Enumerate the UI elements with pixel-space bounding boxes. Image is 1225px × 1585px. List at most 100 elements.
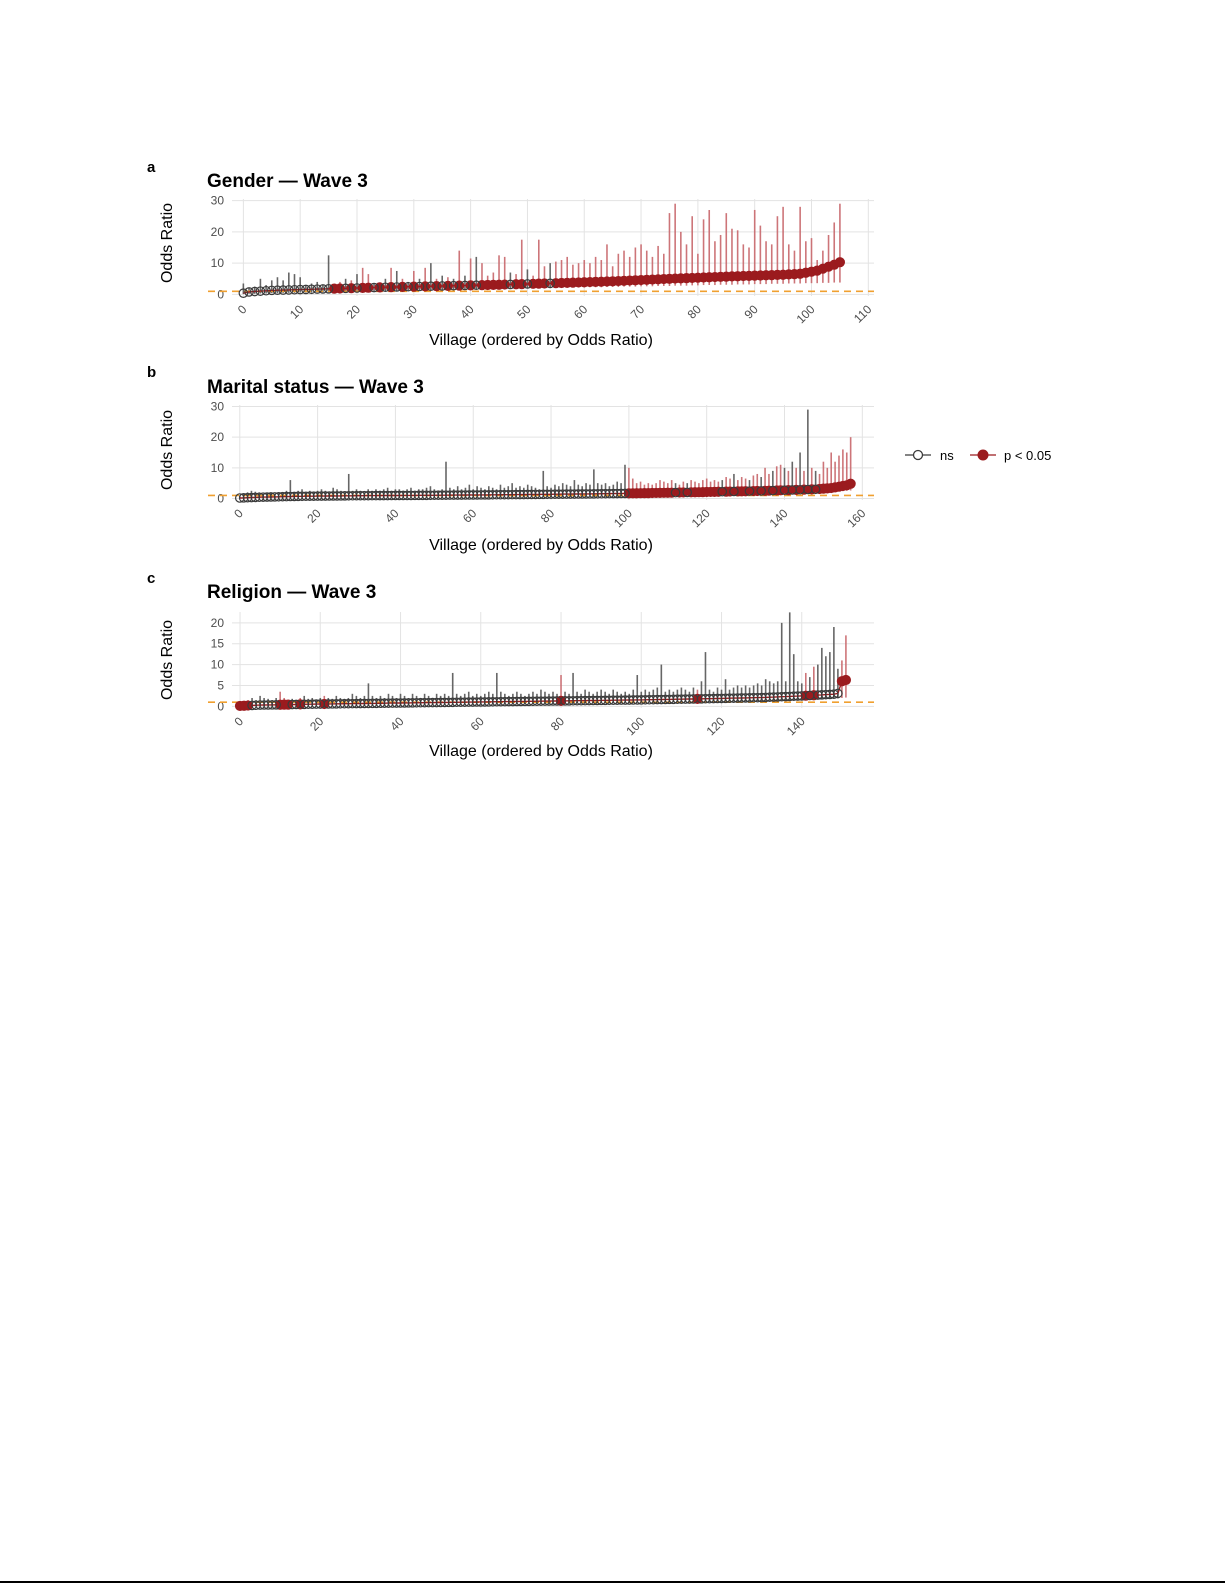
point-ns <box>542 489 552 500</box>
point-ns <box>545 278 555 289</box>
point-ns <box>460 280 470 291</box>
point-ns <box>398 490 408 501</box>
point-ns <box>246 492 257 503</box>
point-ns <box>519 489 529 500</box>
point-ns <box>336 491 346 501</box>
point-significant <box>834 257 846 268</box>
panel-letter: a <box>147 159 156 176</box>
point-ns <box>255 286 266 296</box>
x-axis-title: Village (ordered by Odds Ratio) <box>429 537 653 554</box>
point-ns <box>756 486 766 496</box>
point-ns <box>507 489 517 500</box>
point-ns <box>340 283 351 294</box>
point-ns <box>548 696 558 706</box>
y-axis-title: Odds Ratio <box>159 203 176 283</box>
x-tick-label: 20 <box>304 506 324 526</box>
point-ns <box>483 490 494 500</box>
point-ns <box>557 489 568 499</box>
point-ns <box>312 491 323 501</box>
x-tick-label: 20 <box>344 302 364 322</box>
y-tick-label: 20 <box>211 430 225 444</box>
point-ns <box>363 490 373 501</box>
y-tick-label: 20 <box>211 616 225 630</box>
panel-letter: c <box>147 570 155 587</box>
point-ns <box>460 490 471 500</box>
point-ns <box>480 490 490 500</box>
point-ns <box>269 492 280 502</box>
point-ns <box>612 488 622 499</box>
chart-title: Marital status — Wave 3 <box>207 377 424 398</box>
point-ns <box>530 489 541 500</box>
point-ns <box>585 489 595 499</box>
point-ns <box>596 488 607 499</box>
point-ns <box>787 485 798 495</box>
point-ns <box>505 279 516 290</box>
point-ns <box>355 490 366 501</box>
point-ns <box>511 489 521 500</box>
point-ns <box>682 487 693 498</box>
point-ns <box>433 490 444 501</box>
point-ns <box>394 490 405 501</box>
point-ns <box>306 284 317 295</box>
point-ns <box>600 488 611 499</box>
point-ns <box>289 284 300 295</box>
point-ns <box>608 488 619 499</box>
point-ns <box>437 490 447 500</box>
point-ns <box>810 484 821 495</box>
point-ns <box>441 490 451 500</box>
point-ns <box>717 486 728 497</box>
x-tick-label: 50 <box>514 302 534 322</box>
x-tick-label: 40 <box>382 506 402 526</box>
x-tick-label: 80 <box>538 506 558 526</box>
point-ns <box>328 491 338 501</box>
y-tick-label: 30 <box>211 194 225 208</box>
plot-area: 0 10 20 30 0 10 20 30 40 50 60 70 80 90 100 110 <box>208 194 875 326</box>
point-ns <box>569 489 580 499</box>
point-ns <box>254 492 265 503</box>
point-ns <box>281 491 292 502</box>
point-ns <box>795 484 805 495</box>
point-ns <box>452 490 463 500</box>
x-axis-title: Village (ordered by Odds Ratio) <box>429 743 653 760</box>
point-ns <box>573 489 584 499</box>
point-ns <box>534 489 545 500</box>
point-ns <box>305 491 315 501</box>
y-tick-label: 0 <box>217 491 224 505</box>
point-ns <box>340 491 350 501</box>
y-tick-label: 10 <box>211 461 225 475</box>
point-ns <box>272 285 283 296</box>
point-ns <box>554 489 564 499</box>
point-ns <box>833 688 843 699</box>
x-tick-label: 160 <box>844 506 868 530</box>
panel-letter: b <box>147 364 156 381</box>
point-significant <box>845 478 856 489</box>
point-ns <box>332 491 342 501</box>
point-ns <box>471 280 482 291</box>
point-ns <box>244 287 254 297</box>
point-ns <box>456 490 467 500</box>
x-tick-label: 60 <box>571 302 591 322</box>
point-ns <box>414 281 425 292</box>
point-ns <box>684 694 695 704</box>
point-ns <box>448 490 459 500</box>
point-ns <box>250 492 261 503</box>
point-ns <box>417 490 428 501</box>
y-tick-label: 10 <box>211 256 225 270</box>
x-tick-label: 0 <box>231 506 246 521</box>
point-ns <box>320 491 331 501</box>
point-ns <box>464 490 475 500</box>
point-ns <box>425 490 436 501</box>
chart-title: Religion — Wave 3 <box>207 582 376 603</box>
point-ns <box>589 489 599 499</box>
point-ns <box>829 689 839 700</box>
point-ns <box>238 493 249 503</box>
point-ns <box>522 279 533 289</box>
chart-title: Gender — Wave 3 <box>207 171 368 192</box>
point-ns <box>295 284 305 295</box>
point-ns <box>744 486 755 496</box>
x-tick-label: 80 <box>548 714 568 734</box>
legend-ns-marker <box>912 449 924 461</box>
point-ns <box>324 491 335 501</box>
point-ns <box>262 492 272 502</box>
